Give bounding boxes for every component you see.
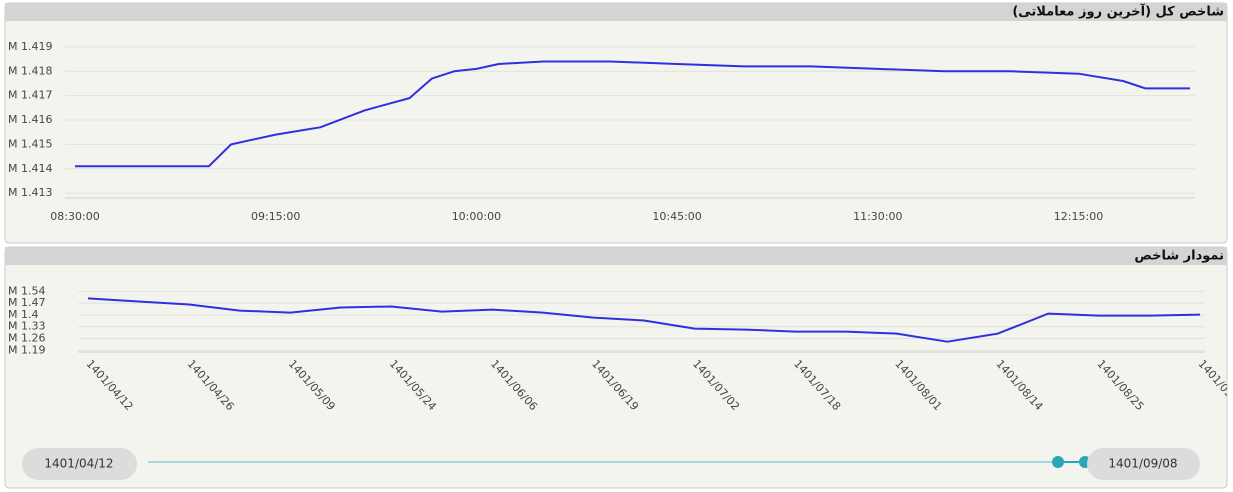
slider-handle[interactable] xyxy=(1052,456,1064,468)
panel-history: نمودار شاخص xyxy=(4,246,1228,489)
x-tick-label: 08:30:00 xyxy=(50,210,99,223)
line xyxy=(87,297,1201,343)
panel xyxy=(4,2,1228,244)
y-tick-label: M 1.54 xyxy=(8,284,45,297)
y-tick-label: M 1.416 xyxy=(8,113,52,126)
range-slider[interactable]: 1401/04/12 1401/09/08 xyxy=(22,448,1200,480)
y-tick-label: M 1.33 xyxy=(8,320,45,333)
y-tick-label: M 1.418 xyxy=(8,64,52,77)
x-tick-label: 10:00:00 xyxy=(452,210,501,223)
y-tick-label: M 1.19 xyxy=(8,343,45,356)
x-tick-label: 09:15:00 xyxy=(251,210,300,223)
chart-title: نمودار شاخص xyxy=(1134,249,1224,264)
range-end-pill[interactable] xyxy=(1087,448,1200,480)
range-end: 1401/09/08 xyxy=(1108,457,1177,471)
y-tick-label: M 1.47 xyxy=(8,296,45,309)
y-tick-label: M 1.26 xyxy=(8,332,45,345)
panel-header xyxy=(5,3,1227,21)
x-tick-label: 12:15:00 xyxy=(1054,210,1103,223)
range-start-pill[interactable] xyxy=(22,448,137,480)
y-tick-label: M 1.4 xyxy=(8,308,38,321)
y-tick-label: M 1.417 xyxy=(8,89,52,102)
panel-index: شاخص کل (آخرین روز معاملاتی) xyxy=(4,2,1228,244)
chart-title: شاخص کل (آخرین روز معاملاتی) xyxy=(1012,3,1224,20)
y-tick-label: M 1.414 xyxy=(8,162,52,175)
range-start: 1401/04/12 xyxy=(44,457,113,471)
panel-header xyxy=(5,247,1227,265)
y-tick-label: M 1.413 xyxy=(8,186,52,199)
line xyxy=(75,60,1190,168)
x-tick-label: 10:45:00 xyxy=(652,210,701,223)
y-tick-label: M 1.419 xyxy=(8,40,52,53)
y-tick-label: M 1.415 xyxy=(8,137,52,150)
x-tick-label: 11:30:00 xyxy=(853,210,902,223)
